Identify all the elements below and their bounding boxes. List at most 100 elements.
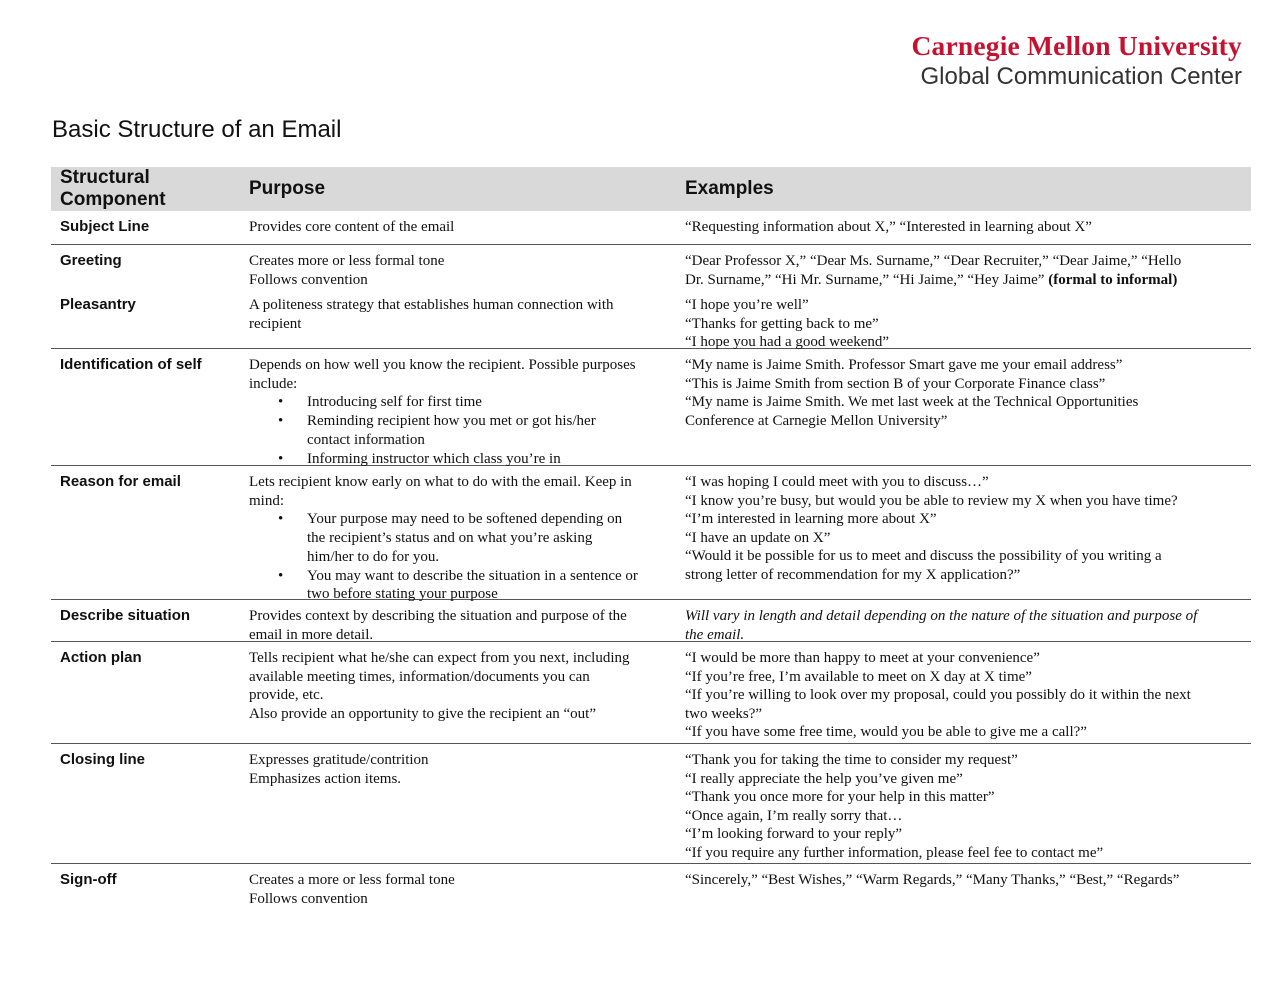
text-line: Dr. Surname,” “Hi Mr. Surname,” “Hi Jaim…: [685, 271, 1251, 290]
text-line: “This is Jaime Smith from section B of y…: [685, 375, 1106, 392]
row-purpose: A politeness strategy that establishes h…: [249, 296, 679, 333]
table-row: Action plan Tells recipient what he/she c…: [51, 642, 1251, 744]
text-line: Provides core content of the email: [249, 219, 455, 235]
text-line: Provides context by describing the situa…: [249, 608, 627, 624]
row-component: Identification of self: [60, 356, 202, 373]
text-line: Expresses gratitude/contrition: [249, 752, 429, 768]
row-component: Subject Line: [60, 218, 150, 235]
text-line: Creates more or less formal tone: [249, 253, 445, 269]
bullet-text: Informing instructor which class you’re …: [307, 450, 561, 467]
row-purpose: Expresses gratitude/contrition Emphasizes…: [249, 751, 679, 788]
text-line: “If you have some free time, would you b…: [685, 724, 1087, 740]
bullet-line: two before stating your purpose: [249, 585, 679, 604]
text-line: available meeting times, information/doc…: [249, 668, 590, 685]
text-line: “Requesting information about X,” “Inter…: [685, 219, 1092, 235]
row-component: Pleasantry: [60, 296, 136, 313]
bullet-text: two before stating your purpose: [307, 586, 498, 603]
bullet-text: You may want to describe the situation i…: [307, 567, 638, 584]
row-examples: “I was hoping I could meet with you to d…: [685, 473, 1251, 584]
logo-university: Carnegie Mellon University: [911, 30, 1242, 61]
text-line: Tells recipient what he/she can expect f…: [249, 650, 630, 666]
text-segment: Dr. Surname,” “Hi Mr. Surname,” “Hi Jaim…: [685, 271, 1049, 288]
bullet-line: • Informing instructor which class you’re…: [249, 450, 679, 469]
row-component: Describe situation: [60, 607, 191, 624]
bullet-line: contact information: [249, 431, 679, 450]
bullet-icon: •: [278, 450, 284, 467]
bullet-icon: •: [278, 413, 284, 430]
text-line: strong letter of recommendation for my X…: [685, 566, 1021, 583]
bullet-text: contact information: [307, 431, 425, 448]
text-line: Depends on how well you know the recipie…: [249, 357, 636, 373]
text-line: “If you’re willing to look over my propo…: [685, 687, 1191, 703]
bullet-text: the recipient’s status and on what you’r…: [307, 530, 593, 547]
row-component: Greeting: [60, 252, 122, 269]
row-component: Reason for email: [60, 473, 181, 490]
text-line: include:: [249, 375, 298, 392]
header-component-line: Structural: [60, 167, 150, 188]
text-line: “I really appreciate the help you’ve giv…: [685, 770, 963, 787]
text-line: two weeks?”: [685, 705, 763, 722]
header-component-line: Component: [60, 189, 166, 210]
text-line: Conference at Carnegie Mellon University…: [685, 412, 948, 429]
table-header: Structural Component Purpose Examples: [51, 167, 1251, 211]
bullet-icon: •: [278, 567, 284, 584]
text-line: “My name is Jaime Smith. We met last wee…: [685, 394, 1139, 410]
table-row: Pleasantry A politeness strategy that est…: [51, 289, 1251, 352]
table-row: Closing line Expresses gratitude/contriti…: [51, 744, 1251, 864]
row-examples: “Requesting information about X,” “Inter…: [685, 218, 1251, 237]
table-row: Identification of self Depends on how wel…: [51, 349, 1251, 469]
row-examples: “I hope you’re well” “Thanks for getting …: [685, 296, 1251, 352]
row-purpose: Creates a more or less formal tone Follow…: [249, 871, 679, 908]
bullet-line: • Your purpose may need to be softened de…: [249, 510, 679, 529]
bullet-icon: •: [278, 511, 284, 528]
text-line: “If you require any further information,…: [685, 844, 1104, 861]
row-purpose: Lets recipient know early on what to do …: [249, 473, 679, 604]
bullet-line: the recipient’s status and on what you’r…: [249, 529, 679, 548]
header-component: Structural Component: [60, 167, 166, 211]
row-component: Sign-off: [60, 871, 117, 888]
italic-line: Will vary in length and detail depending…: [685, 608, 1198, 624]
page-title: Basic Structure of an Email: [52, 116, 342, 143]
table-row: Describe situation Provides context by de…: [51, 600, 1251, 644]
text-line: A politeness strategy that establishes h…: [249, 297, 614, 313]
text-line: “Sincerely,” “Best Wishes,” “Warm Regard…: [685, 872, 1180, 888]
table-body: Subject Line Provides core content of the…: [51, 211, 1251, 944]
row-purpose: Provides core content of the email: [249, 218, 679, 237]
row-examples: Will vary in length and detail depending…: [685, 607, 1251, 644]
italic-line: the email.: [685, 626, 745, 643]
table-row: Subject Line Provides core content of the…: [51, 211, 1251, 245]
text-line: “I hope you’re well”: [685, 297, 809, 313]
row-component: Action plan: [60, 649, 142, 666]
text-line: “I’m looking forward to your reply”: [685, 826, 903, 842]
header-purpose: Purpose: [249, 178, 326, 199]
text-line: “Would it be possible for us to meet and…: [685, 548, 1162, 564]
header-examples: Examples: [685, 178, 774, 199]
bullet-text: him/her to do for you.: [307, 548, 440, 565]
table-row: Greeting Creates more or less formal tone…: [51, 245, 1251, 289]
text-line: “I know you’re busy, but would you be ab…: [685, 492, 1178, 509]
text-line: “I’m interested in learning more about X…: [685, 511, 937, 527]
row-purpose: Creates more or less formal tone Follows …: [249, 252, 679, 289]
text-line: Follows convention: [249, 271, 368, 288]
bullet-line: • Introducing self for first time: [249, 393, 679, 412]
text-line: “Thank you once more for your help in th…: [685, 789, 995, 805]
text-line: Also provide an opportunity to give the …: [249, 706, 596, 723]
emphasis-segment: (formal to informal): [1048, 271, 1178, 288]
email-structure-table: Structural Component Purpose Examples Su…: [51, 167, 1251, 944]
bullet-text: Your purpose may need to be softened dep…: [307, 511, 623, 528]
cmu-gcc-logo: Carnegie Mellon University Global Commun…: [911, 30, 1242, 92]
text-line: “Thank you for taking the time to consid…: [685, 752, 1018, 768]
row-purpose: Provides context by describing the situa…: [249, 607, 679, 644]
text-line: “I was hoping I could meet with you to d…: [685, 474, 989, 490]
text-line: Emphasizes action items.: [249, 770, 402, 787]
text-line: provide, etc.: [249, 687, 324, 704]
table-row: Reason for email Lets recipient know earl…: [51, 466, 1251, 602]
text-line: “My name is Jaime Smith. Professor Smart…: [685, 357, 1123, 373]
row-examples: “Sincerely,” “Best Wishes,” “Warm Regard…: [685, 871, 1251, 890]
text-line: “I hope you had a good weekend”: [685, 334, 890, 350]
text-line: “Thanks for getting back to me”: [685, 315, 879, 332]
bullet-line: him/her to do for you.: [249, 548, 679, 567]
row-component: Closing line: [60, 751, 146, 768]
text-line: Follows convention: [249, 890, 368, 907]
bullet-icon: •: [278, 394, 284, 411]
